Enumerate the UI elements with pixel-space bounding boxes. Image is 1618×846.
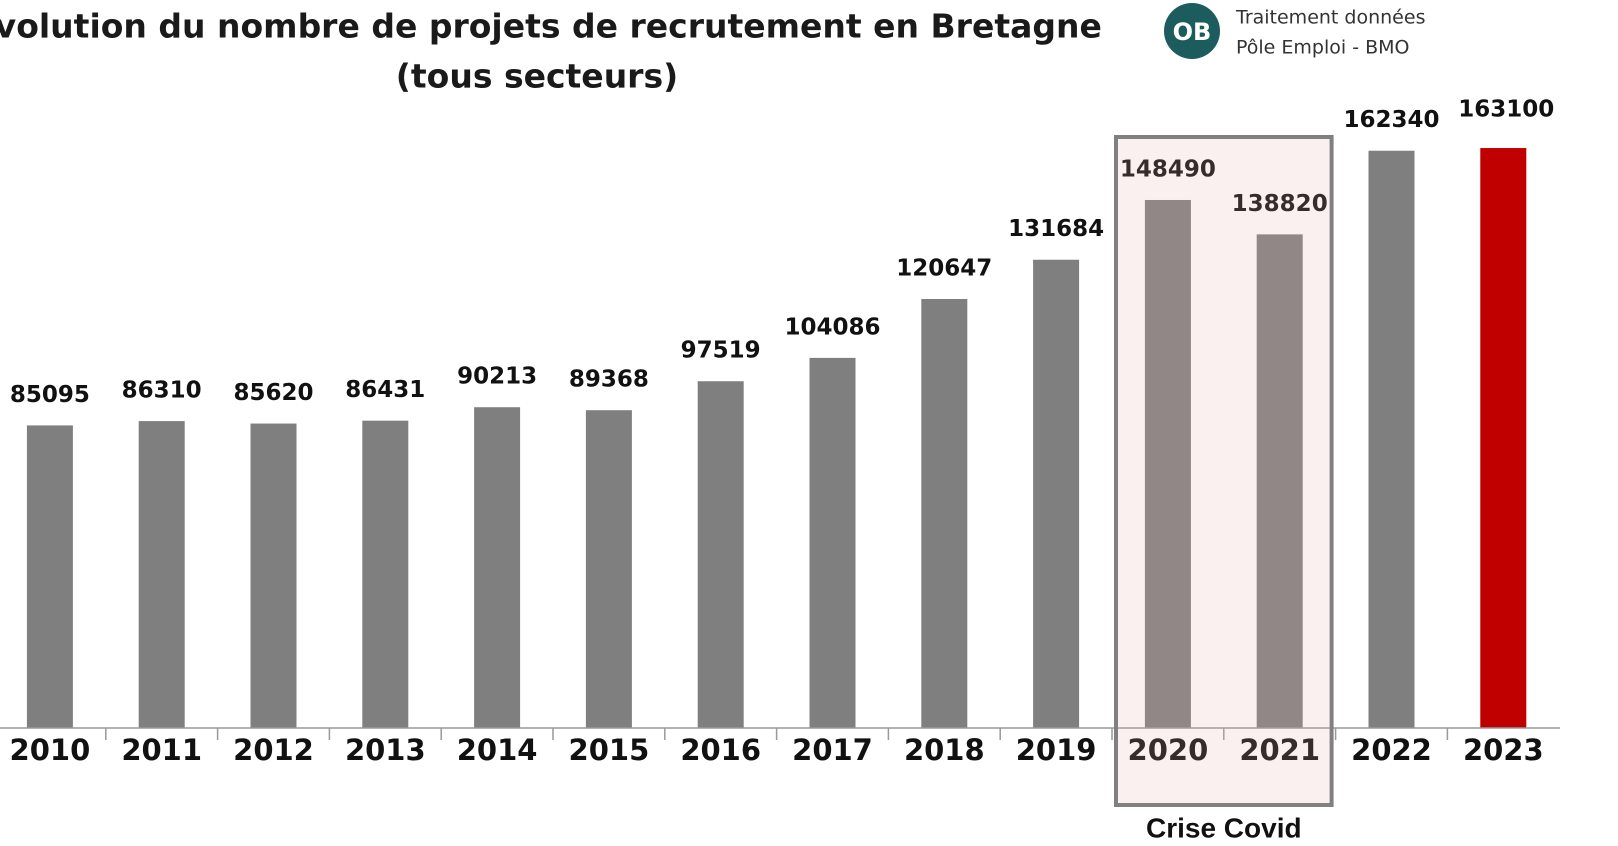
value-label: 90213 [457,364,537,390]
chart-title: Evolution du nombre de projets de recrut… [0,7,1102,46]
x-tick-label: 2018 [904,733,985,767]
source: Pôle Emploi - BMO [1236,37,1410,59]
bar [1480,148,1527,728]
annotation: Crise Covid [1146,812,1302,843]
x-tick-label: 2021 [1239,733,1320,767]
x-tick-label: 2016 [680,733,761,767]
x-tick-label: 2019 [1016,733,1097,767]
value-label: 89368 [569,367,649,393]
value-label: 85095 [10,382,90,408]
logo-text: OB [1173,18,1212,46]
bar [809,357,856,728]
bar [250,423,297,728]
x-tick-label: 2015 [569,733,650,767]
value-label: 148490 [1120,156,1216,182]
value-label: 131684 [1008,216,1104,242]
bar [474,407,521,728]
x-tick-label: 2023 [1463,733,1544,767]
bar [1033,259,1080,728]
value-label: 86310 [122,378,202,404]
bar [362,420,409,728]
value-label: 120647 [896,255,992,281]
source: Traitement données [1235,7,1425,29]
value-label: 85620 [233,380,313,406]
x-tick-label: 2012 [233,733,314,767]
x-tick-label: 2017 [792,733,873,767]
logo [1164,3,1220,59]
x-tick-label: 2011 [121,733,202,767]
covid-box [1114,135,1334,807]
bar [585,410,632,728]
x-tick-label: 2013 [345,733,426,767]
chart-subtitle: (tous secteurs) [396,57,678,96]
bar [1368,150,1415,729]
value-label: 104086 [784,314,880,340]
bar [26,425,73,728]
value-label: 86431 [345,377,425,403]
bar [138,421,185,728]
value-label: 97519 [681,338,761,364]
bar [1144,199,1191,728]
x-tick-label: 2014 [457,733,538,767]
value-label: 162340 [1343,107,1439,133]
bar [697,381,744,728]
value-label: 163100 [1458,97,1554,123]
bar [1256,234,1303,728]
x-tick-label: 2022 [1351,733,1432,767]
x-tick-label: 2010 [10,733,91,767]
bar [921,298,968,728]
value-label: 138820 [1232,191,1328,217]
